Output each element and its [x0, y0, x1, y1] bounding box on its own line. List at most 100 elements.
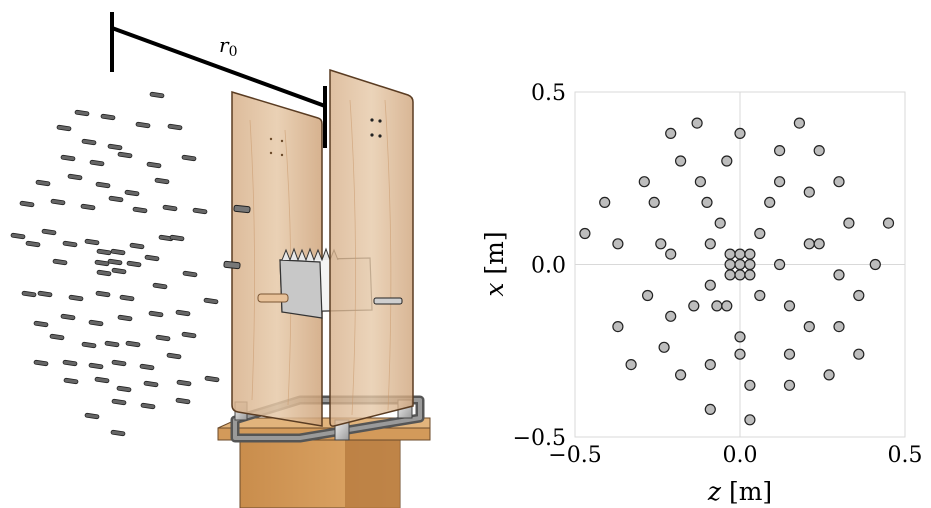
- microphone: [68, 294, 84, 302]
- mic-point: [744, 269, 756, 281]
- microphone: [110, 248, 126, 256]
- microphone: [25, 240, 41, 248]
- mic-point: [648, 196, 660, 208]
- microphone: [95, 290, 111, 298]
- microphone: [107, 143, 123, 151]
- mic-point: [744, 248, 756, 260]
- mic-point: [714, 217, 726, 229]
- microphone: [140, 402, 156, 410]
- y-axis-label: x [m]: [480, 231, 509, 296]
- mic-point: [754, 289, 766, 302]
- microphone: [35, 179, 51, 187]
- microphone: [154, 177, 170, 185]
- mic-point: [803, 238, 815, 250]
- plate-microphone: [373, 297, 403, 305]
- mic-point: [734, 248, 746, 260]
- microphone: [80, 203, 96, 211]
- mic-point: [694, 176, 707, 188]
- microphone: [175, 397, 191, 405]
- microphone: [182, 270, 198, 278]
- microphone-array: [10, 91, 220, 437]
- mic-point: [721, 300, 733, 312]
- mic-point: [843, 217, 855, 229]
- mic-point: [783, 300, 796, 312]
- microphone: [104, 340, 120, 348]
- microphone: [67, 173, 83, 181]
- microphone: [125, 340, 141, 348]
- microphone: [144, 254, 160, 262]
- mic-point: [744, 414, 756, 426]
- mic-point: [704, 238, 716, 250]
- microphone: [167, 123, 183, 131]
- microphone: [126, 260, 142, 268]
- mic-point: [833, 321, 845, 333]
- mic-point: [688, 300, 700, 312]
- microphone: [100, 113, 116, 121]
- microphone: [50, 198, 66, 206]
- microphone: [176, 379, 192, 387]
- mic-points: [579, 117, 895, 426]
- microphone: [49, 333, 65, 341]
- mic-point: [724, 248, 736, 260]
- mic-point: [665, 248, 677, 260]
- microphone: [143, 380, 159, 388]
- mic-point: [579, 227, 591, 240]
- microphone: [111, 398, 127, 406]
- mic-point: [701, 196, 713, 208]
- microphone: [111, 267, 127, 275]
- y-tick-label: −0.5: [513, 426, 566, 451]
- mic-point: [599, 196, 611, 208]
- mic-point: [638, 176, 650, 188]
- microphone: [56, 124, 72, 132]
- mic-point: [734, 127, 746, 139]
- mic-point: [674, 369, 687, 381]
- mic-point: [724, 269, 736, 281]
- microphone: [81, 341, 97, 349]
- plate-microphone: [233, 204, 251, 214]
- microphone: [155, 334, 171, 342]
- microphone: [166, 352, 182, 360]
- mic-point: [773, 258, 786, 271]
- mic-point: [773, 176, 786, 188]
- wooden-plate-right: [329, 68, 414, 427]
- mic-point: [655, 238, 667, 250]
- x-tick-label: 0.0: [723, 443, 758, 468]
- microphone: [107, 258, 123, 266]
- microphone: [62, 359, 78, 367]
- microphone: [94, 259, 110, 267]
- microphone: [33, 359, 49, 367]
- microphone: [60, 154, 76, 162]
- mic-point: [853, 348, 865, 360]
- mic-point: [625, 359, 637, 371]
- mic-point: [813, 238, 825, 250]
- microphone: [152, 282, 168, 290]
- mic-point: [764, 196, 776, 208]
- microphone: [175, 309, 191, 317]
- microphone: [204, 375, 220, 383]
- microphone: [132, 206, 148, 214]
- mic-point: [853, 289, 865, 302]
- mic-point: [823, 369, 835, 381]
- microphone: [116, 385, 132, 393]
- mic-positions-plot: −0.5 0.0 0.5 −0.5 0.0 0.5 z [m] x [m]: [480, 81, 923, 506]
- microphone: [169, 234, 185, 242]
- microphone: [124, 189, 140, 197]
- microphone: [192, 207, 208, 215]
- microphone: [88, 362, 104, 370]
- mic-point: [612, 321, 624, 333]
- setup-illustration: r0: [10, 12, 431, 508]
- microphone: [52, 258, 68, 266]
- mic-point: [803, 321, 815, 333]
- microphone: [19, 200, 35, 208]
- r0-dimension: r0: [110, 12, 327, 148]
- microphone: [149, 91, 165, 99]
- mic-point: [612, 238, 624, 250]
- microphone: [84, 238, 100, 246]
- microphone: [37, 290, 53, 298]
- microphone: [89, 159, 105, 167]
- mic-point: [783, 348, 796, 360]
- mic-point: [793, 117, 806, 129]
- mic-point: [658, 341, 670, 353]
- mic-point: [773, 145, 786, 157]
- microphone: [33, 320, 49, 328]
